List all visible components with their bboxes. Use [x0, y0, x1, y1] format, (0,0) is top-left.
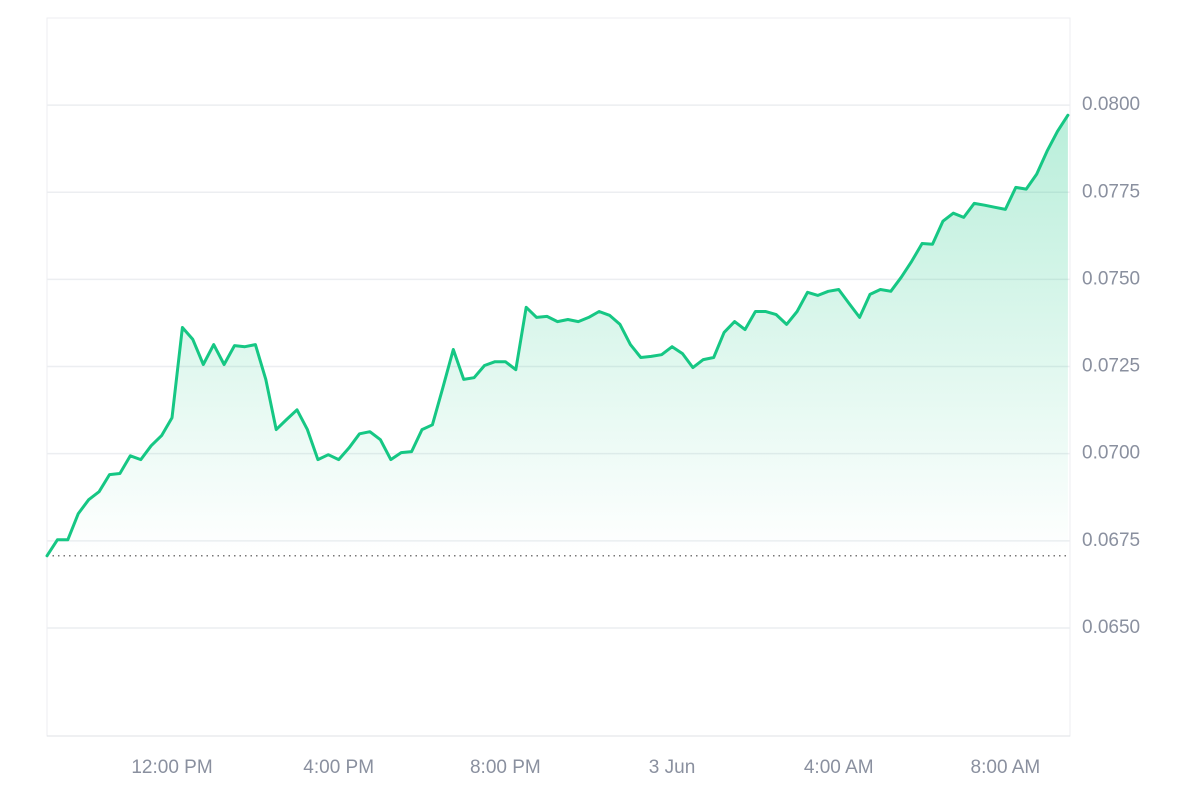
y-tick-label: 0.0700	[1082, 443, 1140, 464]
x-tick-label: 8:00 AM	[971, 757, 1041, 778]
price-line	[45, 113, 1070, 558]
y-tick-label: 0.0775	[1082, 181, 1140, 202]
y-tick-label: 0.0650	[1082, 617, 1140, 638]
y-tick-label: 0.0725	[1082, 356, 1140, 377]
y-tick-label: 0.0675	[1082, 530, 1140, 551]
y-tick-label: 0.0800	[1082, 94, 1140, 115]
x-tick-label: 12:00 PM	[131, 757, 212, 778]
y-tick-label: 0.0750	[1082, 268, 1140, 289]
x-tick-label: 3 Jun	[649, 757, 695, 778]
x-tick-label: 4:00 PM	[303, 757, 374, 778]
x-tick-label: 4:00 AM	[804, 757, 874, 778]
area-fill	[47, 115, 1068, 556]
x-tick-label: 8:00 PM	[470, 757, 541, 778]
